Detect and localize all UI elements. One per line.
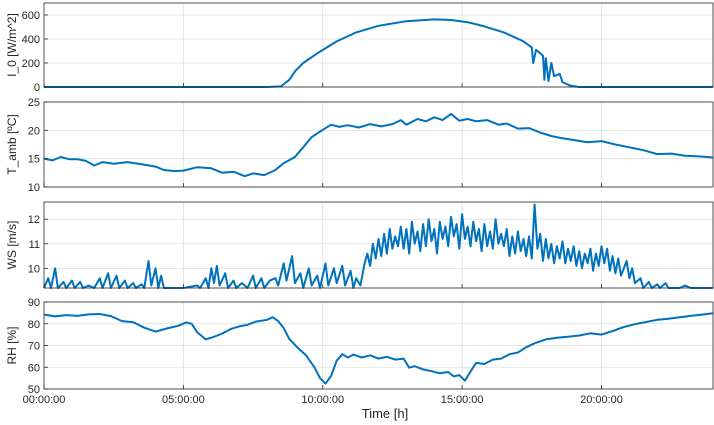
x-tick-label: 15:00:00 [441, 394, 484, 406]
y-tick-label: 25 [28, 97, 40, 109]
y-axis-label: I_0 [W/m^2] [5, 13, 19, 77]
axes-box [43, 101, 714, 188]
y-tick-label: 70 [28, 341, 40, 353]
series-line [43, 112, 714, 178]
series-line [43, 312, 714, 385]
y-tick-label: 0 [34, 82, 40, 94]
y-tick-label: 12 [28, 214, 40, 226]
y-tick-label: 50 [28, 384, 40, 396]
y-tick-label: 11 [29, 239, 40, 251]
y-tick-label: 20 [28, 125, 40, 137]
x-tick-label: 20:00:00 [580, 394, 623, 406]
axes-box [43, 2, 714, 88]
y-tick-label: 200 [22, 58, 40, 70]
y-tick-label: 400 [22, 34, 40, 46]
y-axis-label: RH [%] [5, 326, 19, 364]
y-axis-label: WS [m/s] [5, 221, 19, 270]
y-tick-label: 10 [28, 263, 40, 275]
y-tick-label: 10 [28, 182, 40, 194]
plot-area [44, 3, 713, 87]
y-tick-label: 600 [22, 10, 40, 22]
x-tick-label: 05:00:00 [162, 394, 205, 406]
y-tick-label: 90 [28, 297, 40, 309]
axes-box [43, 201, 714, 289]
x-tick-label: 10:00:00 [301, 394, 344, 406]
y-axis-label: T_amb [ºC] [5, 114, 19, 174]
x-axis-label: Time [h] [362, 406, 408, 421]
y-tick-label: 60 [28, 362, 40, 374]
y-tick-label: 80 [28, 319, 40, 331]
y-tick-label: 15 [28, 154, 40, 166]
x-tick-label: 00:00:00 [23, 394, 66, 406]
series-line [44, 18, 713, 88]
